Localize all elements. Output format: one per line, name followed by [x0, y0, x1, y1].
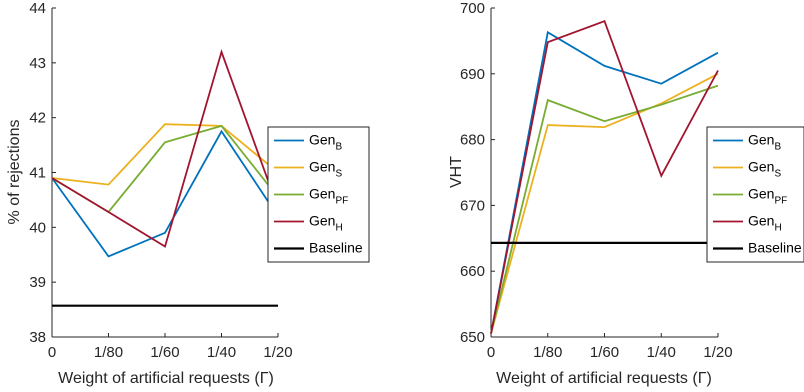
legend-name: Gen — [748, 186, 774, 202]
legend-subscript: B — [335, 142, 342, 153]
series-line-gen-s — [51, 123, 279, 186]
y-tick-label: 39 — [29, 274, 46, 291]
legend-label-baseline: Baseline — [748, 240, 802, 256]
x-tick-label: 1/40 — [647, 344, 676, 361]
legend-label-gen-h: GenH — [309, 213, 343, 234]
x-axis-label: Weight of artificial requests (Γ) — [58, 370, 274, 387]
x-tick-label: 1/40 — [207, 344, 236, 361]
x-tick-label: 1/20 — [703, 344, 732, 361]
legend-subscript: PF — [335, 196, 348, 207]
y-tick-label: 660 — [460, 263, 485, 280]
vht-chart: 650 660 670 680 690 700 0 1/80 1/60 1/40 1/20 Weigh… — [448, 0, 804, 387]
legend-name: Gen — [309, 186, 335, 202]
legend-label-gen-b: GenB — [748, 132, 781, 153]
legend-label-gen-s: GenS — [748, 159, 781, 180]
legend-label-gen-s: GenS — [309, 159, 342, 180]
legend-subscript: B — [774, 142, 781, 153]
y-axis-label: % of rejections — [6, 120, 23, 225]
legend-label-gen-b: GenB — [309, 132, 342, 153]
legend-name: Gen — [748, 132, 774, 148]
legend-subscript: H — [774, 223, 781, 234]
legend-label-gen-h: GenH — [748, 213, 782, 234]
y-tick-label: 700 — [460, 0, 485, 17]
y-tick-label: 41 — [29, 165, 46, 182]
legend-label-baseline: Baseline — [309, 240, 363, 256]
x-axis-label: Weight of artificial requests (Γ) — [496, 370, 712, 387]
legend-subscript: S — [335, 169, 342, 180]
legend-subscript: H — [335, 223, 342, 234]
x-tick-label: 1/80 — [533, 344, 562, 361]
x-tick-label: 0 — [48, 344, 56, 361]
series-line-gen-h — [51, 48, 279, 248]
x-tick-label: 0 — [487, 344, 495, 361]
legend-label-gen-pf: GenPF — [309, 186, 348, 207]
y-tick-label: 42 — [29, 110, 46, 127]
series-line-gen-pf — [490, 84, 719, 334]
legend-label-gen-pf: GenPF — [748, 186, 787, 207]
x-tick-label: 1/20 — [263, 344, 292, 361]
y-tick-label: 44 — [29, 0, 46, 17]
series-line-gen-b — [490, 30, 719, 334]
legend-subscript: PF — [774, 196, 787, 207]
series-line-gen-b — [51, 129, 279, 258]
y-tick-label: 650 — [460, 329, 485, 346]
y-tick-label: 38 — [29, 329, 46, 346]
y-axis-label: VHT — [448, 156, 465, 188]
rejections-chart: 38 39 40 41 42 43 44 0 1/80 1/60 1/40 1/20 Weight of… — [6, 0, 370, 387]
legend-name: Gen — [309, 132, 335, 148]
y-tick-label: 670 — [460, 197, 485, 214]
legend-name: Gen — [309, 159, 335, 175]
series-line-gen-h — [490, 20, 719, 334]
legend-name: Gen — [748, 213, 774, 229]
series-line-gen-s — [490, 73, 719, 334]
y-tick-label: 43 — [29, 55, 46, 72]
y-tick-label: 680 — [460, 132, 485, 149]
legend-name: Baseline — [748, 240, 802, 256]
x-tick-label: 1/80 — [94, 344, 123, 361]
y-tick-label: 690 — [460, 66, 485, 83]
legend-name: Gen — [748, 159, 774, 175]
x-tick-label: 1/60 — [150, 344, 179, 361]
legend-subscript: S — [774, 169, 781, 180]
legend-name: Gen — [309, 213, 335, 229]
y-tick-label: 40 — [29, 219, 46, 236]
x-tick-label: 1/60 — [590, 344, 619, 361]
legend-name: Baseline — [309, 240, 363, 256]
